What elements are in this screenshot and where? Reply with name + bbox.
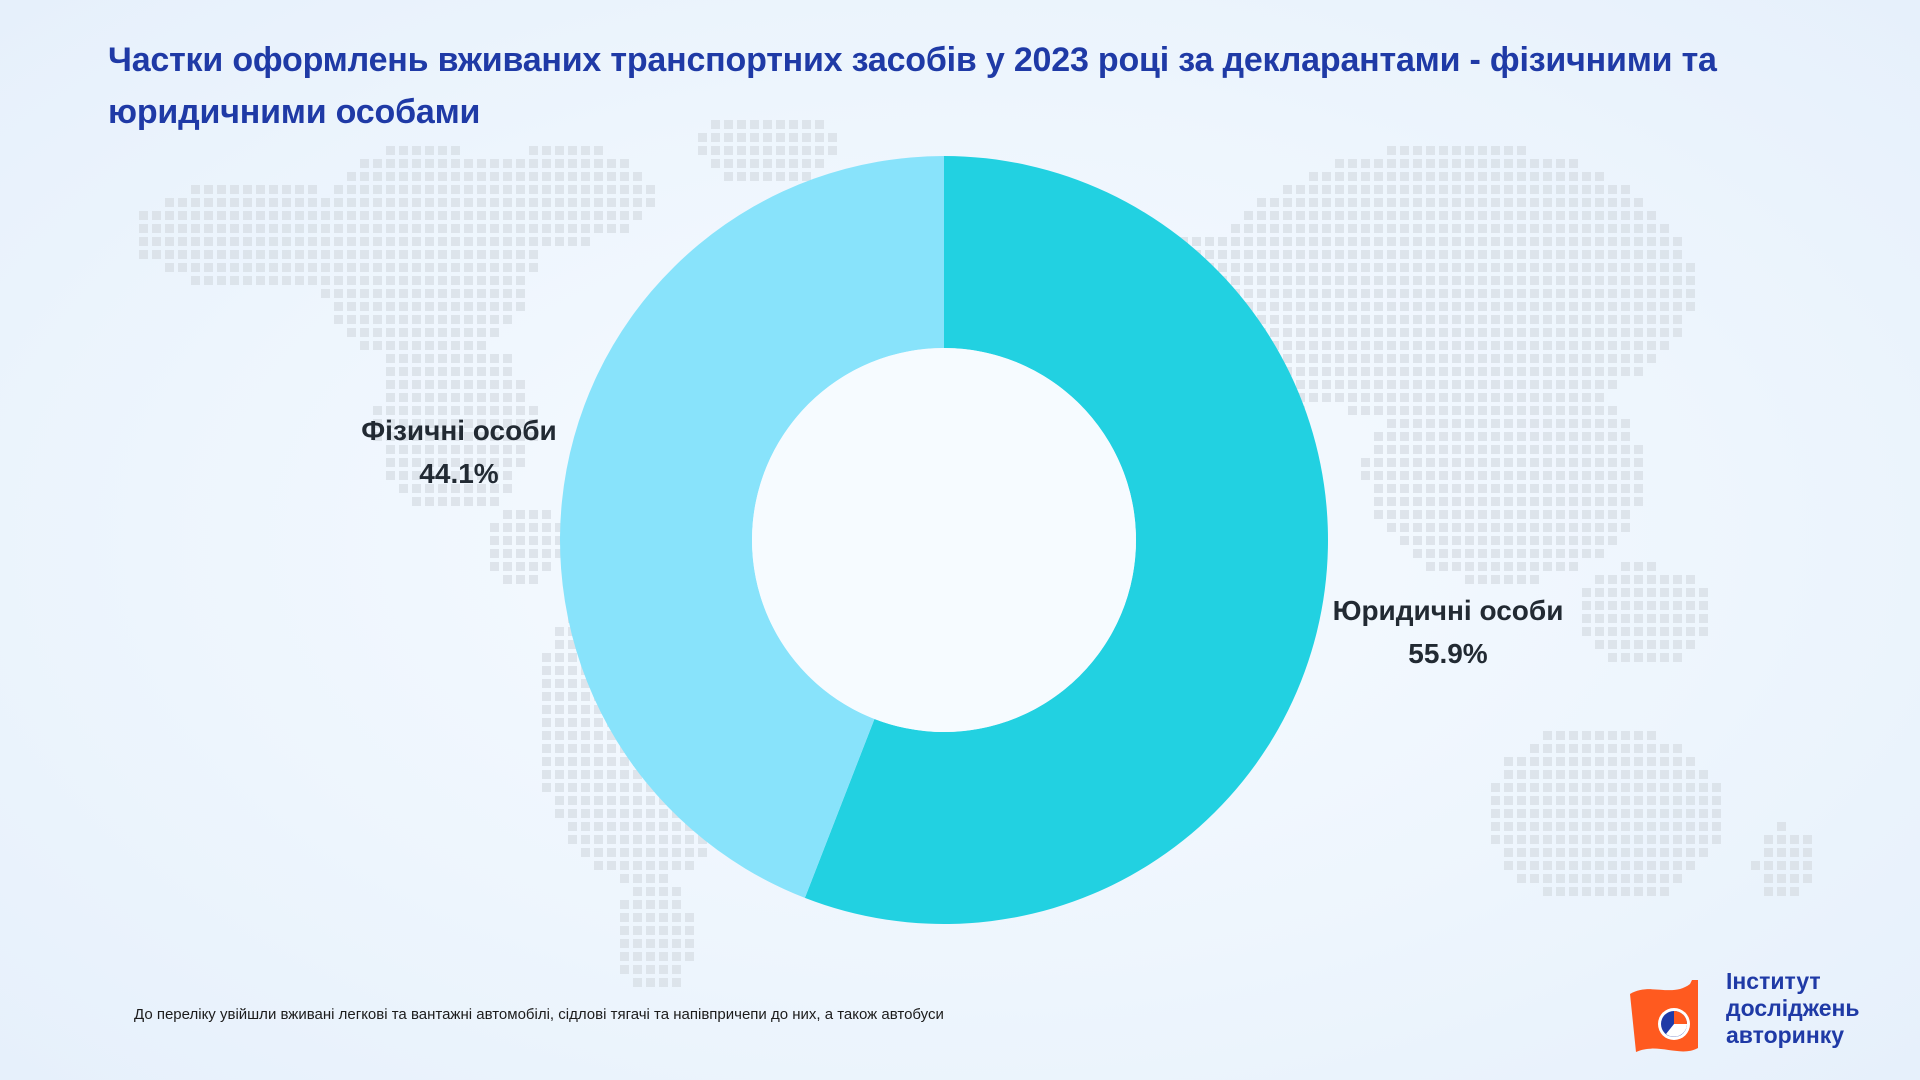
logo-flag-icon [1630,980,1698,1052]
slice-value-label-1: 55.9% [1408,638,1487,669]
slice-name-label-2: Фізичні особи [361,415,556,446]
institute-logo: Інститут досліджень авторинку [1620,964,1900,1064]
chart-title: Частки оформлень вживаних транспортних з… [108,41,1717,131]
footnote: До переліку увійшли вживані легкові та в… [134,1006,944,1023]
donut-slice-2 [559,156,944,898]
slice-name-label-1: Юридичні особи [1333,595,1564,626]
logo-line-3: авторинку [1726,1022,1845,1048]
logo-line-1: Інститут [1726,968,1821,994]
logo-text: Інститут досліджень авторинку [1726,968,1860,1049]
donut-hole [752,348,1136,732]
logo-line-2: досліджень [1726,995,1860,1021]
slice-value-label-2: 44.1% [419,458,498,489]
donut-slice-1 [804,156,1328,924]
